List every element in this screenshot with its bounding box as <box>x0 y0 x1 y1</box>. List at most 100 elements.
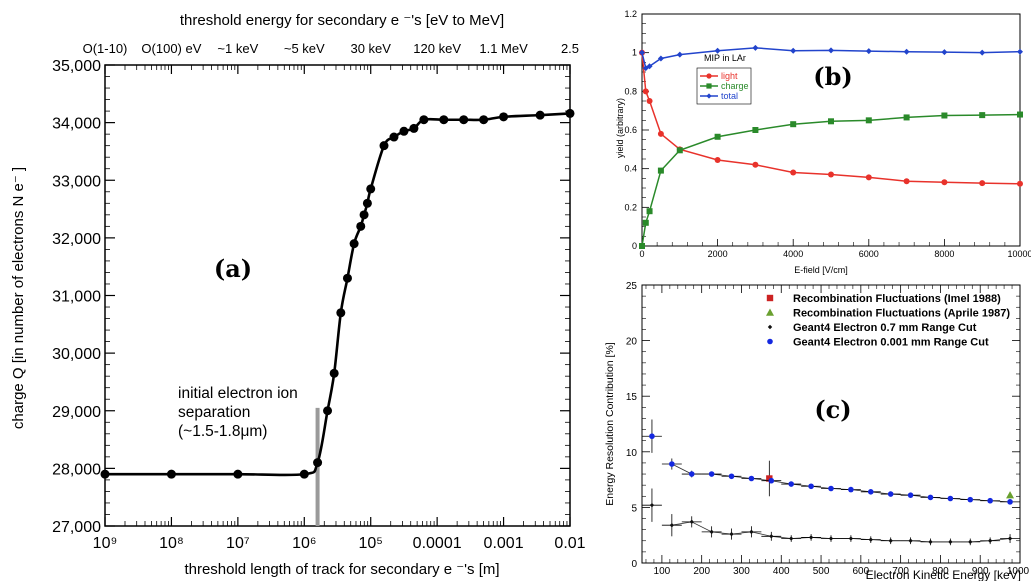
panel-a-point <box>479 115 489 125</box>
panel-b-point-light <box>714 156 721 163</box>
panel-b-point-charge <box>1017 111 1023 118</box>
panel-a-label: (a) <box>214 254 252 283</box>
panel-a-ytick-label: 30,000 <box>52 346 101 363</box>
panel-b-ytick-label: 0.4 <box>624 164 637 174</box>
panel-b-point-charge <box>979 112 986 119</box>
panel-a-point <box>356 221 366 231</box>
panel-b-point-total <box>1017 48 1023 55</box>
panel-c-point <box>808 535 814 540</box>
panel-c-point <box>1007 499 1013 505</box>
panel-a-ytick-label: 35,000 <box>52 58 101 75</box>
panel-c-legend-marker <box>767 324 773 330</box>
panel-b-point-light <box>752 161 759 168</box>
panel-a-point <box>299 469 309 479</box>
panel-b-point-charge <box>790 121 797 128</box>
panel-b-legend-entry-charge: charge <box>721 81 749 91</box>
panel-c-xtick-label: 700 <box>892 566 909 577</box>
panel-a-point <box>349 239 359 249</box>
panel-c-legend-marker <box>766 294 774 302</box>
panel-a-xtick-label: 10⁶ <box>292 535 316 552</box>
panel-a-point <box>359 210 369 220</box>
panel-c-label: (c) <box>814 395 851 424</box>
panel-b-point-total <box>979 49 986 56</box>
panel-a-top-tick-label: ~5 keV <box>284 41 325 56</box>
panel-c-xlabel: Electron Kinetic Energy [keV] <box>866 568 1021 581</box>
panel-a-point <box>366 184 376 194</box>
panel-a-point <box>409 123 419 133</box>
panel-b-point-total <box>657 55 664 62</box>
panel-b-point-light <box>646 98 653 104</box>
panel-c-xtick-label: 500 <box>813 566 830 577</box>
panel-b-ytick-label: 1 <box>632 48 637 58</box>
panel-b-point-charge <box>903 114 910 121</box>
panel-b-point-total <box>676 51 683 58</box>
panel-b: E-field [V/cm] yield (arbitrary) (b) 0 20… <box>615 9 1031 275</box>
panel-c-plot: 100 200 300 400 500 600 700 800 900 1000 0 5 10 15 20 2… <box>626 281 1030 577</box>
panel-a-top-xlabel: threshold energy for secondary e ⁻'s [eV… <box>180 12 504 29</box>
panel-b-point-total <box>752 44 759 51</box>
panel-b-legend-title: MIP in LAr <box>704 53 746 63</box>
panel-a-xtick-label: 10⁷ <box>226 535 250 552</box>
panel-c-point <box>887 491 894 497</box>
panel-a-xtick-label: 10⁹ <box>93 535 118 552</box>
panel-a-top-tick-label: 2.5 <box>561 41 579 56</box>
panel-c-point <box>709 529 714 535</box>
panel-c-point <box>948 539 953 545</box>
panel-a-top-tick-label: ~1 keV <box>217 41 258 56</box>
panel-c-point <box>748 475 755 482</box>
panel-a-point <box>342 273 352 283</box>
panel-c-point <box>808 483 814 490</box>
panel-b-xlabel: E-field [V/cm] <box>794 265 848 275</box>
panel-a-point <box>399 126 409 136</box>
panel-b-point-charge <box>657 167 664 174</box>
panel-b-point-charge <box>639 243 645 249</box>
panel-c-point <box>867 489 874 495</box>
panel-c-xtick-label: 200 <box>693 566 710 577</box>
panel-a-point <box>166 469 176 479</box>
panel-c-xtick-label: 900 <box>972 566 989 577</box>
panel-b-point-charge <box>642 219 649 226</box>
panel-c-point <box>788 481 795 487</box>
panel-c-point <box>888 538 893 543</box>
panel-c-point <box>967 496 974 503</box>
panel-a-point <box>323 406 333 416</box>
panel-c-trend-circle <box>671 463 1011 503</box>
panel-a-annotation-line: (~1.5-1.8μm) <box>178 423 267 440</box>
panel-c-point <box>649 433 655 440</box>
panel-c-point <box>1007 536 1013 541</box>
panel-b-legend-entry-light: light <box>721 71 738 81</box>
panel-b-xtick-label: 4000 <box>783 249 803 259</box>
panel-a-point <box>389 132 399 142</box>
panel-b-ytick-label: 0.6 <box>624 125 637 135</box>
panel-a-point <box>459 115 469 125</box>
panel-b-ytick-label: 0.2 <box>624 202 637 212</box>
panel-c-xtick-label: 400 <box>773 566 790 577</box>
panel-c-point <box>987 497 993 504</box>
panel-c-point <box>848 536 854 541</box>
panel-c-ytick-label: 15 <box>626 392 638 403</box>
panel-a-point <box>100 469 110 479</box>
panel-a-xtick-label: 0.01 <box>554 535 585 552</box>
panel-b-point-light <box>790 169 797 176</box>
panel-a-point <box>379 141 389 151</box>
panel-c-point <box>789 536 794 541</box>
panel-a-point <box>313 458 323 468</box>
panel-b-point-total <box>903 48 910 55</box>
panel-b-point-total <box>646 63 653 70</box>
panel-a-plot: 10⁹ 10⁸ 10⁷ 10⁶ 10⁵ 0.0001 0.001 0.01 O(1-10) O(1… <box>52 41 586 552</box>
panel-a-point <box>419 115 429 125</box>
panel-b-ytick-label: 1.2 <box>624 9 637 19</box>
panel-c-ytick-label: 5 <box>631 503 637 514</box>
panel-a-xtick-label: 10⁵ <box>358 535 382 552</box>
panel-c-point <box>689 519 694 525</box>
panel-b-point-charge <box>752 127 759 133</box>
panel-c-point <box>928 539 933 545</box>
panel-c-point <box>927 494 934 501</box>
panel-b-point-total <box>828 47 834 54</box>
panel-b-point-total <box>790 47 797 54</box>
panel-a-ytick-label: 33,000 <box>52 173 101 190</box>
panel-b-xtick-label: 8000 <box>934 249 954 259</box>
panel-b-legend-marker-total <box>706 93 712 99</box>
panel-b-point-light <box>941 179 948 186</box>
panel-b-point-charge <box>646 208 653 215</box>
